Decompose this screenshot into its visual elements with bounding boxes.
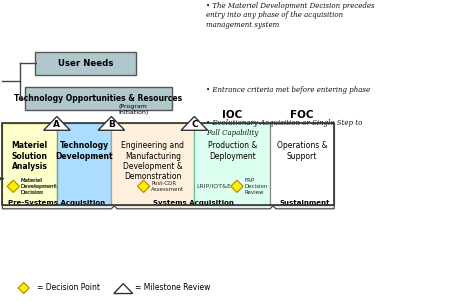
Polygon shape xyxy=(137,180,150,192)
Text: Post-CDR
Assessment: Post-CDR Assessment xyxy=(151,181,184,192)
FancyBboxPatch shape xyxy=(25,87,172,110)
Text: Technology
Development: Technology Development xyxy=(55,141,113,160)
Text: FRP
Decision
Review: FRP Decision Review xyxy=(245,178,268,195)
FancyBboxPatch shape xyxy=(57,123,111,205)
Polygon shape xyxy=(111,197,276,209)
Polygon shape xyxy=(231,180,243,192)
Text: Sustainment: Sustainment xyxy=(280,200,330,206)
Polygon shape xyxy=(2,197,117,209)
Text: Materiel
Development
Decision: Materiel Development Decision xyxy=(20,178,56,195)
Text: Technology Opportunities & Resources: Technology Opportunities & Resources xyxy=(14,94,182,103)
Text: LRIP/IOT&E: LRIP/IOT&E xyxy=(197,184,232,189)
Text: C: C xyxy=(191,120,198,129)
Text: Materiel
Development
Decision: Materiel Development Decision xyxy=(21,178,58,195)
Polygon shape xyxy=(181,116,208,130)
Text: Operations &
Support: Operations & Support xyxy=(277,141,328,160)
Text: User Needs: User Needs xyxy=(58,59,113,68)
Text: A: A xyxy=(54,120,60,129)
Text: (Program
Initiation): (Program Initiation) xyxy=(118,104,149,115)
Polygon shape xyxy=(44,116,70,130)
FancyBboxPatch shape xyxy=(35,52,136,75)
Text: Materiel
Solution
Analysis: Materiel Solution Analysis xyxy=(11,141,48,171)
FancyBboxPatch shape xyxy=(270,123,334,205)
Text: • Evolutionary Acquisition or Single Step to
Full Capability: • Evolutionary Acquisition or Single Ste… xyxy=(206,119,363,137)
Polygon shape xyxy=(18,282,29,294)
Text: IOC: IOC xyxy=(222,110,242,120)
Polygon shape xyxy=(270,197,334,209)
Polygon shape xyxy=(7,180,19,192)
Text: FOC: FOC xyxy=(290,110,314,120)
Text: • The Materiel Development Decision precedes
entry into any phase of the acquisi: • The Materiel Development Decision prec… xyxy=(206,2,375,29)
Text: Production &
Deployment: Production & Deployment xyxy=(208,141,257,160)
Text: Systems Acquisition: Systems Acquisition xyxy=(153,200,234,206)
Polygon shape xyxy=(98,116,125,130)
Text: B: B xyxy=(108,120,115,129)
FancyBboxPatch shape xyxy=(194,123,270,205)
FancyBboxPatch shape xyxy=(2,123,57,205)
Text: • Entrance criteria met before entering phase: • Entrance criteria met before entering … xyxy=(206,86,370,94)
Text: = Decision Point: = Decision Point xyxy=(37,283,100,293)
FancyBboxPatch shape xyxy=(111,123,194,205)
Text: = Milestone Review: = Milestone Review xyxy=(135,283,210,293)
Text: Engineering and
Manufacturing
Development &
Demonstration: Engineering and Manufacturing Developmen… xyxy=(121,141,184,181)
Text: Pre-Systems Acquisition: Pre-Systems Acquisition xyxy=(9,200,105,206)
Polygon shape xyxy=(114,284,133,294)
